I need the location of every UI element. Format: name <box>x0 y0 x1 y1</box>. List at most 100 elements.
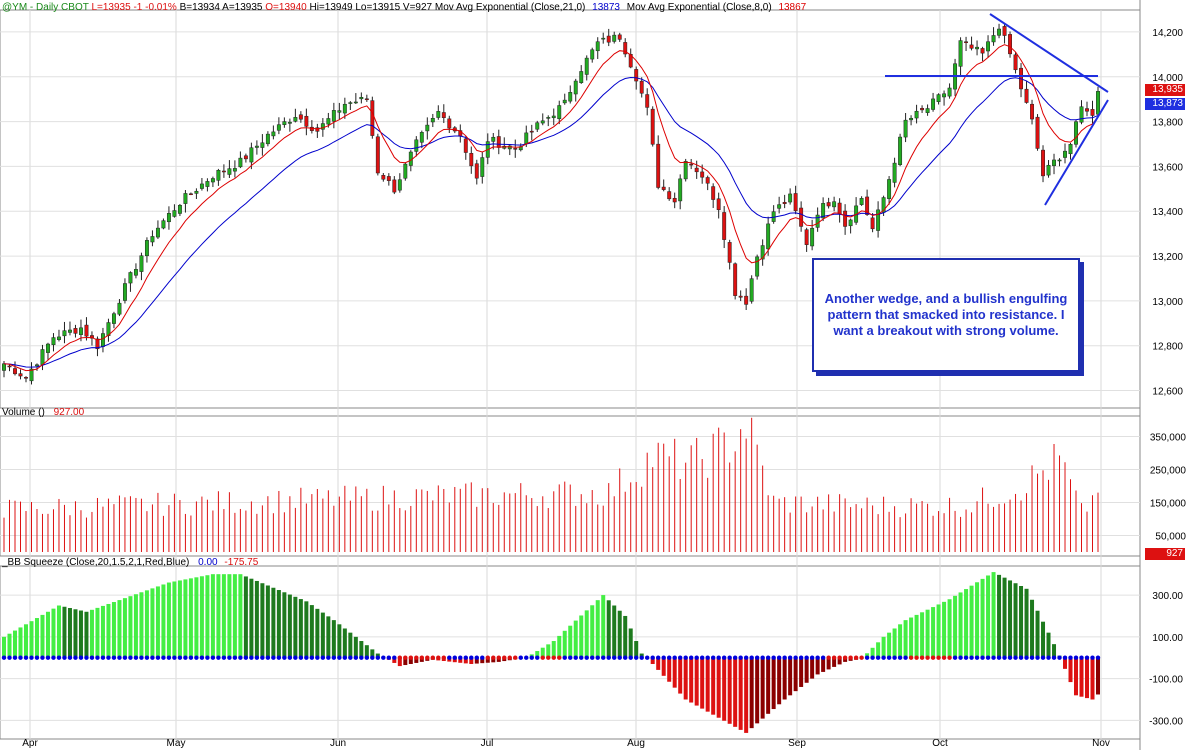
squeeze-bar <box>590 605 595 658</box>
squeeze-dot <box>304 655 309 660</box>
squeeze-dot <box>782 655 787 660</box>
candle-body <box>969 44 974 49</box>
candle-body <box>166 213 171 223</box>
candle-body <box>13 368 17 375</box>
squeeze-dot <box>1062 655 1068 660</box>
squeeze-dot <box>721 655 727 660</box>
squeeze-bar <box>689 657 694 703</box>
squeeze-dot <box>606 655 611 660</box>
squeeze-bar <box>793 657 798 692</box>
candle-body <box>298 114 303 120</box>
squeeze-bar <box>650 657 655 664</box>
ema-price-tag: 13,873 <box>1145 98 1185 110</box>
candle-body <box>491 136 496 142</box>
candle-body <box>265 133 270 145</box>
candle-body <box>419 132 424 143</box>
candle-body <box>595 41 600 52</box>
squeeze-dot <box>798 655 804 660</box>
candle-body <box>68 329 72 333</box>
squeeze-dot <box>485 655 490 660</box>
candle-body <box>799 207 804 227</box>
candle-body <box>315 127 320 132</box>
squeeze-dot <box>1068 655 1073 660</box>
squeeze-bar <box>601 595 606 658</box>
candle-body <box>1074 121 1078 145</box>
squeeze-bar <box>227 574 232 658</box>
candle-body <box>744 295 749 305</box>
candle-body <box>667 191 672 200</box>
squeeze-dot <box>562 655 567 660</box>
squeeze-dot <box>78 655 84 660</box>
x-tick-label: Oct <box>932 738 948 749</box>
squeeze-tick-label: -100.00 <box>1149 675 1183 686</box>
squeeze-dot <box>315 655 320 660</box>
candle-body <box>111 313 116 324</box>
squeeze-dot <box>29 655 34 660</box>
candle-body <box>529 130 534 133</box>
squeeze-dot <box>864 655 870 660</box>
squeeze-dot <box>194 655 199 660</box>
candle-body <box>562 99 567 104</box>
squeeze-dot <box>122 655 128 660</box>
squeeze-dot <box>1002 655 1007 660</box>
squeeze-dot <box>452 655 457 660</box>
squeeze-bar <box>749 657 754 729</box>
squeeze-dot <box>1073 655 1079 660</box>
volume-tag: 927 <box>1145 548 1185 560</box>
squeeze-bar <box>700 657 705 709</box>
squeeze-dot <box>1007 655 1013 660</box>
squeeze-header: _BB Squeeze (Close,20,1.5,2,1,Red,Blue) … <box>2 557 258 569</box>
price-tick-label: 12,600 <box>1152 387 1183 398</box>
squeeze-bar <box>964 589 969 658</box>
squeeze-bar <box>1035 610 1040 658</box>
squeeze-dot <box>914 655 919 660</box>
candle-body <box>507 145 512 150</box>
squeeze-dot <box>897 655 903 660</box>
candle-body <box>722 212 727 240</box>
squeeze-dot <box>144 655 150 660</box>
squeeze-bar <box>243 576 248 658</box>
squeeze-dot <box>430 655 436 660</box>
candle-body <box>815 214 820 228</box>
squeeze-dot <box>787 655 793 660</box>
candle-body <box>348 102 353 104</box>
candle-body <box>909 117 914 121</box>
candle-body <box>661 186 666 190</box>
squeeze-bar <box>1063 657 1068 669</box>
squeeze-bar <box>254 580 259 658</box>
squeeze-bar <box>579 615 584 658</box>
candle-body <box>1063 150 1067 158</box>
squeeze-bar <box>100 605 105 658</box>
squeeze-dot <box>436 655 441 660</box>
candle-body <box>1008 34 1012 55</box>
annotation-box: Another wedge, and a bullish engulfing p… <box>812 258 1080 372</box>
squeeze-bar <box>304 601 309 658</box>
candle-body <box>892 162 897 183</box>
candle-body <box>925 108 930 113</box>
candle-body <box>859 198 864 205</box>
squeeze-dot <box>947 655 952 660</box>
squeeze-dot <box>837 655 842 660</box>
candle-body <box>975 46 980 50</box>
candle-body <box>980 48 985 54</box>
candle-body <box>837 202 842 215</box>
squeeze-dot <box>628 655 633 660</box>
candle-body <box>650 108 655 145</box>
squeeze-dot <box>353 655 359 660</box>
squeeze-dot <box>73 655 78 660</box>
x-tick-label: Nov <box>1092 738 1110 749</box>
squeeze-dot <box>100 655 106 660</box>
squeeze-bar <box>799 657 804 687</box>
squeeze-bar <box>353 636 358 658</box>
squeeze-dot <box>793 655 798 660</box>
squeeze-dot <box>463 655 468 660</box>
squeeze-dot <box>694 655 699 660</box>
squeeze-dot <box>480 655 485 660</box>
candle-body <box>474 163 479 179</box>
candle-body <box>155 227 160 238</box>
squeeze-bar <box>359 641 364 658</box>
candle-body <box>18 373 23 377</box>
squeeze-dot <box>892 655 897 660</box>
candle-body <box>804 229 809 245</box>
squeeze-bar <box>623 615 628 658</box>
